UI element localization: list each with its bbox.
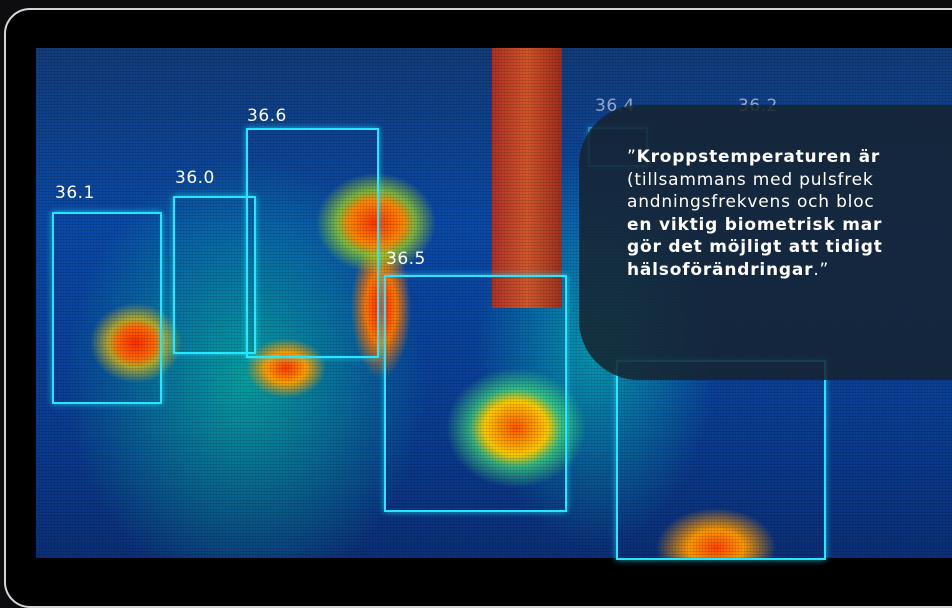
detection-box-3 [246,128,379,358]
warm-wall [492,48,562,308]
detection-box-4 [384,275,567,512]
quote-line-3: andningsfrekvens och bloc [627,192,875,212]
quote-close: .” [813,259,830,280]
temperature-reading-4: 36.5 [386,249,426,269]
detection-box-6 [616,360,826,560]
detection-box-1 [52,212,162,404]
quote-bold-4: hälsoförändringar [627,259,814,280]
quote-card [579,105,952,380]
temperature-reading-2: 36.0 [175,168,215,188]
quote-text: ”Kroppstemperaturen är (tillsammans med … [627,146,952,281]
quote-bold-2: en viktig biometrisk mar [627,214,883,235]
detection-box-2 [173,196,256,354]
quote-bold-1: Kroppstemperaturen är [636,147,881,167]
temperature-reading-1: 36.1 [55,183,95,203]
quote-line-2: (tillsammans med pulsfrek [627,169,874,190]
quote-bold-3: gör det möjligt att tidigt [627,237,883,257]
quote-open-mark: ” [627,147,637,167]
temperature-reading-3: 36.6 [247,106,287,126]
